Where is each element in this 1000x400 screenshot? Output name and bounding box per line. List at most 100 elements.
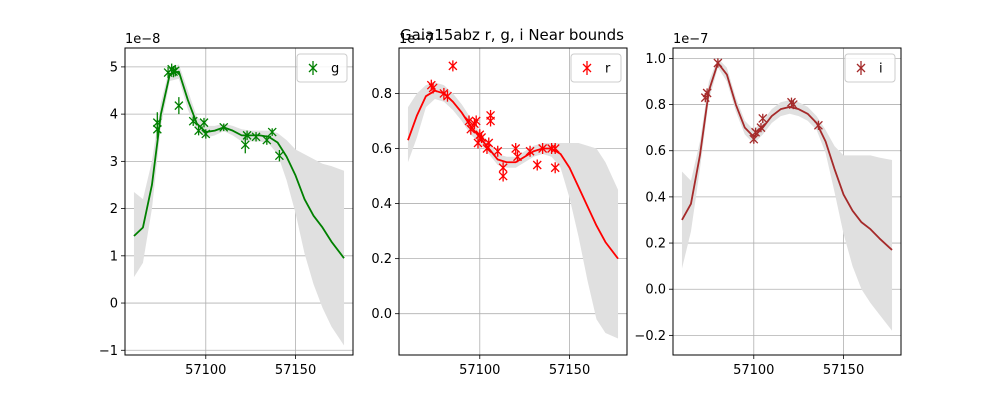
x-marker — [702, 88, 712, 98]
data-point — [262, 135, 272, 145]
data-point — [267, 127, 277, 137]
x-marker — [550, 144, 560, 153]
data-point — [498, 162, 508, 174]
data-point — [538, 142, 548, 155]
data-point — [466, 123, 476, 135]
data-point — [443, 90, 452, 102]
x-marker — [700, 93, 710, 103]
data-point — [240, 136, 250, 154]
data-point — [428, 82, 438, 94]
data-point — [477, 131, 487, 143]
data-point — [788, 99, 798, 110]
legend-box — [296, 53, 348, 83]
x-marker — [486, 116, 496, 126]
data-point — [219, 122, 229, 132]
legend-marker — [308, 63, 318, 73]
x-marker — [550, 163, 560, 173]
figure-title: Gaia15abz r, g, i Near bounds — [400, 26, 624, 44]
data-point — [525, 145, 535, 157]
data-point — [513, 151, 522, 163]
x-marker — [511, 144, 521, 153]
data-point — [170, 65, 180, 77]
data-point — [713, 58, 723, 68]
panels: −1 0 1 2 3 4 5 57100 57150 1e−8 g 0.0 0.2 0.4 0.6 0.8 57… — [99, 32, 902, 378]
data-point — [242, 130, 252, 141]
panel-i: −0.2 0.0 0.2 0.4 0.6 0.8 1.0 57100 57150 1e−7 i — [634, 32, 902, 378]
x-marker — [471, 116, 481, 126]
data-point — [813, 120, 823, 130]
panel-g: −1 0 1 2 3 4 5 57100 57150 1e−8 g — [99, 32, 354, 378]
x-marker — [170, 66, 180, 76]
panel-r: 0.0 0.2 0.4 0.6 0.8 57100 57150 1e−7 r — [371, 32, 628, 378]
x-marker — [498, 171, 508, 181]
x-marker — [525, 146, 535, 156]
x-marker — [188, 116, 198, 126]
x-tick-label: 57100 — [459, 363, 500, 378]
x-marker — [477, 133, 487, 142]
x-marker — [201, 129, 211, 139]
x-tick-label: 57150 — [549, 363, 590, 378]
y-tick-label: 3 — [110, 155, 118, 170]
x-marker — [482, 144, 492, 153]
y-tick-label: 1 — [110, 249, 118, 264]
data-point — [749, 134, 759, 144]
x-marker — [493, 146, 503, 156]
y-tick-label: 2 — [110, 202, 118, 217]
y-tick-label: 0.2 — [371, 252, 392, 267]
model-line — [681, 62, 893, 251]
data-point — [199, 117, 209, 128]
data-point — [486, 115, 496, 127]
x-marker — [152, 124, 162, 134]
legend-label: i — [879, 62, 883, 77]
y-tick-label: 0.0 — [371, 307, 392, 322]
y-tick-label: 0 — [110, 297, 118, 312]
x-marker — [174, 101, 184, 111]
legend: i — [844, 53, 896, 83]
x-marker — [473, 138, 483, 148]
data-point — [201, 129, 211, 139]
x-marker — [513, 152, 522, 162]
x-marker — [758, 113, 768, 123]
data-point — [756, 123, 766, 133]
data-point — [274, 150, 284, 162]
x-marker — [267, 127, 277, 137]
x-tick-label: 57150 — [275, 363, 316, 378]
y-tick-label: 1.0 — [645, 52, 666, 67]
y-tick-label: 0.2 — [645, 237, 666, 252]
x-marker — [713, 58, 723, 68]
data-point — [493, 145, 503, 157]
data-point — [702, 88, 712, 98]
x-marker — [219, 122, 229, 132]
y-tick-label: 0.6 — [371, 142, 392, 157]
x-marker — [813, 120, 823, 130]
x-tick-label: 57150 — [823, 363, 864, 378]
x-marker — [199, 118, 209, 128]
data-point — [511, 142, 521, 155]
y-tick-label: 0.4 — [371, 197, 392, 212]
y-tick-label: 0.4 — [645, 190, 666, 205]
y-tick-label: −1 — [99, 344, 118, 359]
y-tick-label: 0.8 — [645, 98, 666, 113]
x-marker — [532, 160, 542, 170]
legend: r — [570, 53, 622, 83]
data-point — [448, 60, 458, 72]
data-point — [550, 162, 560, 174]
x-marker — [251, 132, 261, 142]
data-point — [188, 116, 198, 126]
x-marker — [749, 134, 759, 144]
x-tick-label: 57100 — [185, 363, 226, 378]
x-marker — [274, 151, 284, 161]
x-marker — [443, 91, 452, 101]
axes-frame — [124, 47, 354, 356]
data-point — [251, 132, 261, 142]
x-marker — [464, 116, 474, 126]
x-tick-label: 57100 — [733, 363, 774, 378]
data-point — [194, 125, 204, 136]
y-tick-label: 5 — [110, 60, 118, 75]
legend-marker — [582, 63, 592, 73]
x-marker — [466, 124, 476, 134]
legend-box — [570, 53, 622, 83]
data-point — [532, 159, 542, 171]
y-tick-label: 0.6 — [645, 144, 666, 159]
